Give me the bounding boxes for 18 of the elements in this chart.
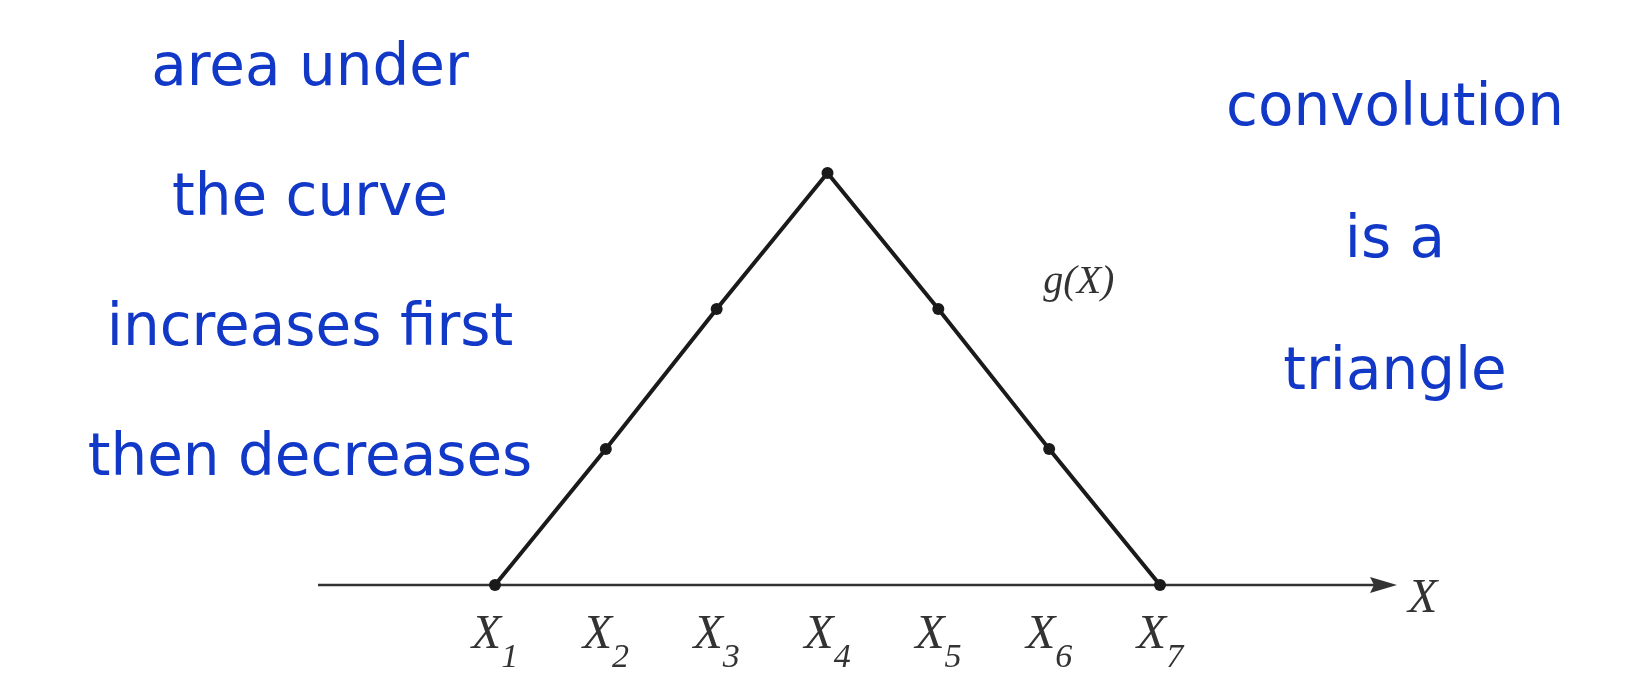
point — [932, 302, 945, 315]
annotation: area under the curve increases first then decreases — [87, 31, 533, 489]
text: g(X) — [1043, 256, 1115, 302]
point — [599, 443, 612, 456]
x-tick-label: X$_{7}$ — [1134, 605, 1186, 674]
x-axis-title: X — [1406, 569, 1439, 622]
x-tick-label: X$_{3}$ — [691, 605, 740, 674]
point — [821, 167, 834, 179]
x-tick-label: X$_{1}$ — [469, 605, 519, 674]
point — [710, 302, 723, 315]
x-tick-label: X$_{4}$ — [802, 605, 851, 674]
x-tick-label: X$_{6}$ — [1024, 605, 1073, 674]
x-tick-label: X$_{5}$ — [913, 605, 962, 674]
point — [1043, 443, 1056, 456]
x-tick-label: X$_{2}$ — [580, 605, 629, 674]
point — [1154, 579, 1166, 591]
text: convolution is a triangle — [1226, 71, 1564, 403]
point — [489, 579, 501, 591]
